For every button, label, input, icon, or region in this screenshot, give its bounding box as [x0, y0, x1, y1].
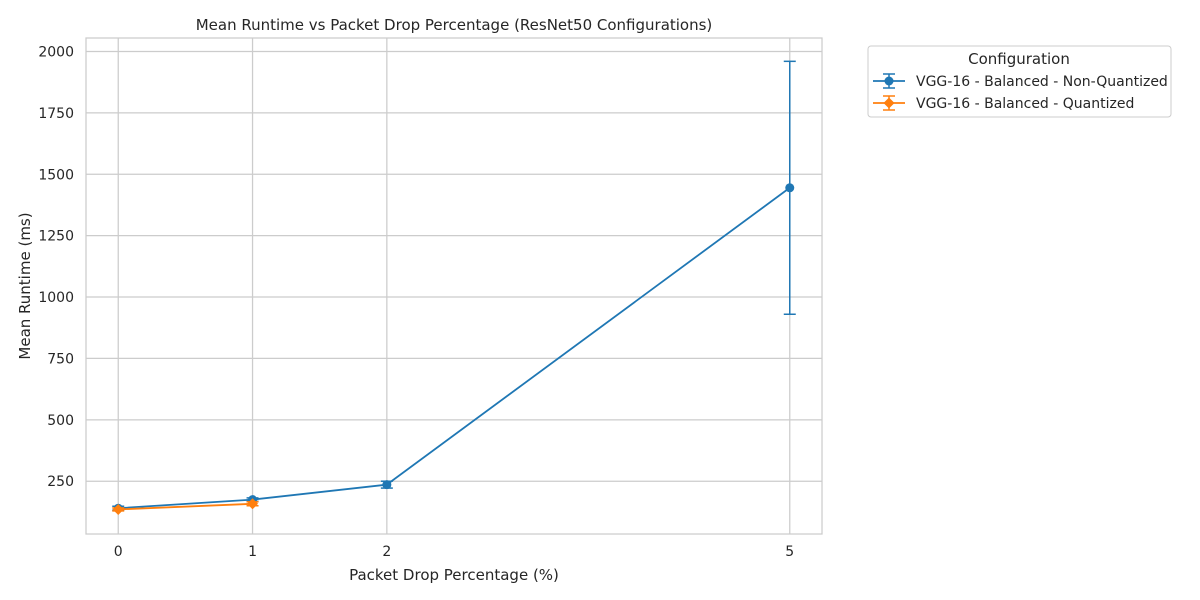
x-tick-label: 1 — [248, 544, 257, 560]
y-tick-label: 250 — [47, 474, 74, 490]
x-axis-label: Packet Drop Percentage (%) — [349, 566, 559, 584]
y-tick-label: 2000 — [38, 45, 74, 61]
legend-item: VGG-16 - Balanced - Quantized — [873, 95, 1134, 112]
legend-title: Configuration — [968, 50, 1070, 68]
series-line — [118, 187, 791, 510]
grid-lines — [86, 38, 822, 534]
y-axis-ticks: 250 500 750 1000 1250 1500 1750 2000 — [38, 45, 74, 491]
x-tick-label: 5 — [785, 544, 794, 560]
plot-area — [85, 37, 823, 535]
x-tick-label: 0 — [114, 544, 123, 560]
data-point — [785, 183, 795, 193]
y-tick-label: 1750 — [38, 106, 74, 122]
y-tick-label: 1000 — [38, 290, 74, 306]
series-layer — [112, 60, 796, 515]
plot-frame — [85, 37, 823, 535]
data-point — [382, 480, 392, 490]
y-axis-label: Mean Runtime (ms) — [16, 212, 34, 359]
y-tick-label: 1500 — [38, 167, 74, 183]
legend-items: VGG-16 - Balanced - Non-Quantized VGG-16 … — [873, 73, 1168, 112]
data-point — [247, 498, 259, 510]
x-tick-label: 2 — [382, 544, 391, 560]
y-tick-label: 750 — [47, 351, 74, 367]
series-1 — [112, 60, 796, 513]
y-tick-label: 1250 — [38, 229, 74, 245]
legend-label: VGG-16 - Balanced - Non-Quantized — [916, 74, 1168, 90]
legend-marker — [884, 76, 894, 86]
legend-label: VGG-16 - Balanced - Quantized — [916, 96, 1134, 112]
plot-background — [86, 38, 822, 534]
legend-item: VGG-16 - Balanced - Non-Quantized — [873, 73, 1168, 90]
data-point — [112, 503, 124, 515]
x-axis-ticks: 0 1 2 5 — [114, 544, 794, 560]
chart-title: Mean Runtime vs Packet Drop Percentage (… — [196, 16, 713, 34]
legend: Configuration VGG-16 - Balanced - Non-Qu… — [867, 45, 1172, 118]
y-tick-label: 500 — [47, 413, 74, 429]
legend-marker — [883, 97, 895, 109]
series-line — [118, 502, 253, 511]
series-2 — [112, 498, 259, 515]
legend-frame — [867, 45, 1172, 118]
